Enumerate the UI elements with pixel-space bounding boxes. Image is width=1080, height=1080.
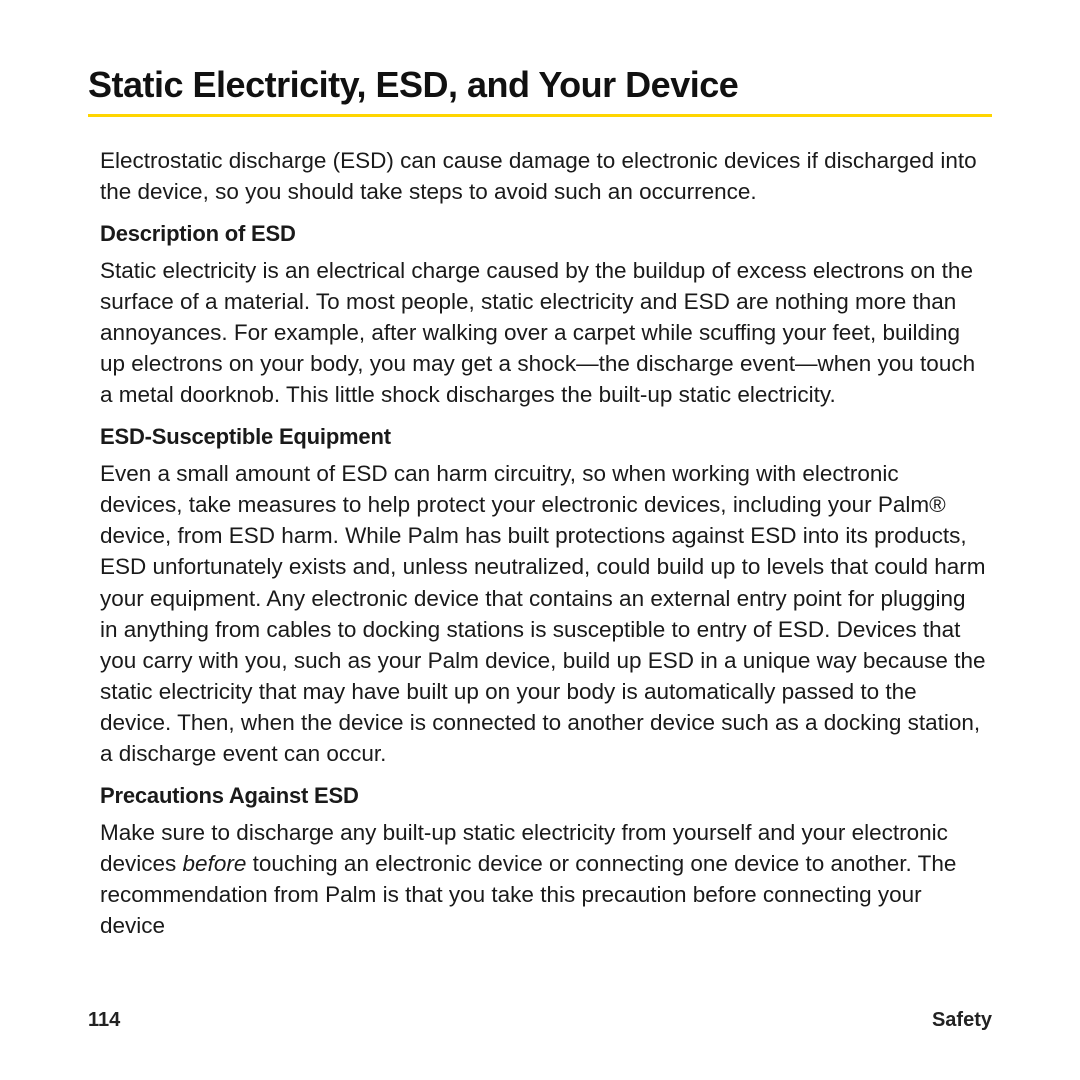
section-heading: ESD-Susceptible Equipment	[100, 424, 986, 450]
section-label: Safety	[932, 1009, 992, 1032]
section-body: Make sure to discharge any built-up stat…	[100, 817, 986, 941]
page-title: Static Electricity, ESD, and Your Device	[88, 64, 992, 106]
section-body-emphasis: before	[183, 851, 247, 876]
section-heading: Precautions Against ESD	[100, 783, 986, 809]
title-underline-rule	[88, 114, 992, 117]
document-page: Static Electricity, ESD, and Your Device…	[0, 0, 1080, 1080]
section-body: Even a small amount of ESD can harm circ…	[100, 458, 986, 768]
intro-paragraph: Electrostatic discharge (ESD) can cause …	[100, 145, 986, 207]
content-block: Electrostatic discharge (ESD) can cause …	[88, 145, 992, 941]
section-body: Static electricity is an electrical char…	[100, 255, 986, 410]
section-heading: Description of ESD	[100, 221, 986, 247]
page-number: 114	[88, 1009, 120, 1032]
page-footer: 114 Safety	[88, 1009, 992, 1032]
